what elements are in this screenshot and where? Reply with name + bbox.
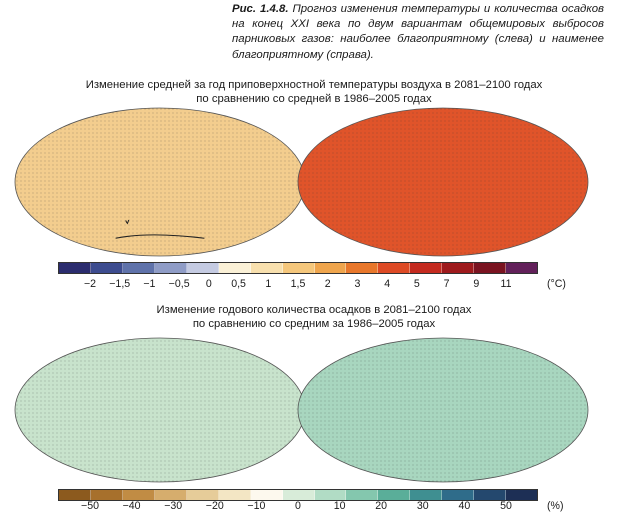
temperature-tick-label: 5	[413, 278, 420, 290]
precipitation-tick-label: −10	[247, 500, 266, 512]
precipitation-tick-label: 50	[500, 500, 512, 512]
temperature-tick-label: −0,5	[168, 278, 190, 290]
precipitation-tick-label: −40	[122, 500, 141, 512]
colorbar-cell	[314, 490, 347, 500]
temperature-tick-label: 3	[354, 278, 361, 290]
temperature-map-high	[297, 107, 589, 257]
figure-label: Рис. 1.4.8.	[232, 3, 289, 15]
colorbar-cell	[90, 490, 123, 500]
precipitation-tick-label: −20	[205, 500, 224, 512]
significance-stipple	[15, 338, 305, 482]
colorbar-cell	[442, 263, 475, 273]
colorbar-cell	[506, 490, 538, 500]
colorbar-cell	[410, 263, 443, 273]
precipitation-title-line2: по сравнению со средним за 1986–2005 год…	[192, 317, 436, 330]
colorbar-cell	[250, 490, 283, 500]
precipitation-title: Изменение годового количества осадков в …	[24, 304, 604, 331]
temperature-tick-label: 1	[265, 278, 272, 290]
figure-caption-text: Прогноз изменения температуры и количест…	[232, 3, 604, 61]
temperature-tick-label: 0	[205, 278, 212, 290]
temperature-title-line1: Изменение средней за год приповерхностно…	[85, 79, 543, 91]
temperature-map-low	[14, 107, 306, 257]
temperature-colorbar	[58, 262, 538, 274]
colorbar-cell	[410, 490, 443, 500]
temperature-tick-label: 7	[443, 278, 450, 290]
colorbar-cell	[218, 490, 251, 500]
temperature-tick-label: 11	[500, 278, 512, 290]
colorbar-cell	[186, 490, 219, 500]
colorbar-cell	[346, 490, 379, 500]
temperature-tick-label: 9	[473, 278, 480, 290]
colorbar-cell	[59, 263, 91, 273]
temperature-tick-label: −1,5	[109, 278, 131, 290]
temperature-tick-label: −2	[83, 278, 97, 290]
precipitation-unit: (%)	[547, 500, 564, 512]
precipitation-tick-label: 0	[295, 500, 301, 512]
precipitation-tick-label: 30	[416, 500, 429, 512]
precipitation-tick-label: 40	[458, 500, 471, 512]
colorbar-cell	[378, 490, 411, 500]
colorbar-cell	[250, 263, 283, 273]
temperature-tick-label: 4	[384, 278, 391, 290]
map-outline	[297, 337, 589, 483]
map-outline	[297, 107, 589, 257]
temperature-tick-label: −1	[143, 278, 156, 290]
figure-caption: Рис. 1.4.8. Прогноз изменения температур…	[232, 2, 604, 63]
colorbar-cell	[346, 263, 379, 273]
temperature-title: Изменение средней за год приповерхностно…	[24, 79, 604, 106]
precipitation-map-high	[297, 337, 589, 483]
precipitation-tick-label: −30	[164, 500, 183, 512]
precipitation-tick-label: −50	[81, 500, 99, 512]
colorbar-cell	[122, 490, 155, 500]
colorbar-cell	[154, 263, 187, 273]
colorbar-cell	[154, 490, 187, 500]
colorbar-cell	[474, 490, 507, 500]
temperature-title-line2: по сравнению со средней в 1986–2005 года…	[196, 92, 432, 105]
precipitation-tick-label: 10	[333, 500, 346, 512]
temperature-unit: (°C)	[547, 278, 566, 290]
temperature-tick-label: 2	[324, 278, 331, 290]
colorbar-cell	[186, 263, 219, 273]
colorbar-cell	[314, 263, 347, 273]
colorbar-cell	[282, 263, 315, 273]
colorbar-cell	[282, 490, 315, 500]
colorbar-cell	[218, 263, 251, 273]
colorbar-cell	[474, 263, 507, 273]
precipitation-map-low	[14, 337, 306, 483]
colorbar-cell	[506, 263, 538, 273]
colorbar-cell	[378, 263, 411, 273]
precipitation-tick-label: 20	[375, 500, 388, 512]
significance-stipple	[15, 108, 305, 256]
colorbar-cell	[122, 263, 155, 273]
colorbar-cell	[90, 263, 123, 273]
significance-stipple	[298, 108, 588, 256]
temperature-tick-label: 0,5	[231, 278, 246, 290]
colorbar-cell	[442, 490, 475, 500]
precipitation-title-line1: Изменение годового количества осадков в …	[156, 304, 472, 316]
temperature-tick-label: 1,5	[290, 278, 306, 290]
colorbar-cell	[59, 490, 91, 500]
precipitation-colorbar	[58, 489, 538, 501]
significance-stipple	[298, 338, 588, 482]
